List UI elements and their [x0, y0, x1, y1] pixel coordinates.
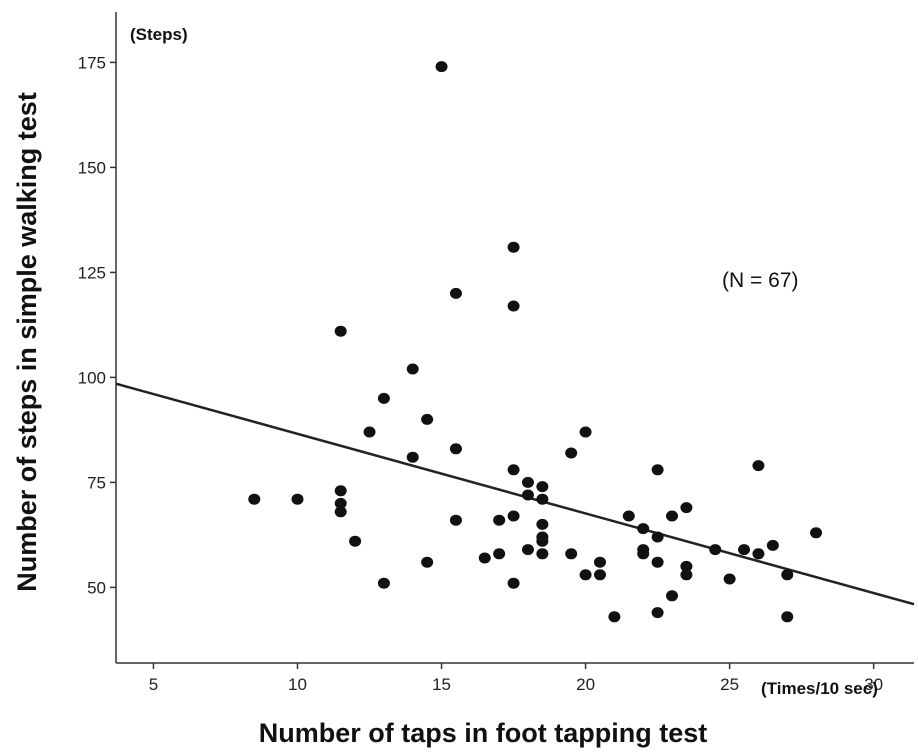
data-point — [593, 569, 606, 581]
data-point — [680, 502, 693, 514]
data-point — [421, 413, 434, 425]
data-point — [752, 460, 765, 472]
x-tick-label: 25 — [720, 675, 739, 694]
data-point — [377, 577, 390, 589]
y-tick-label: 100 — [78, 368, 106, 387]
data-point — [493, 548, 506, 560]
data-point — [709, 544, 722, 556]
data-point — [651, 607, 664, 619]
data-point — [781, 569, 794, 581]
data-point — [507, 577, 520, 589]
data-point — [536, 493, 549, 505]
data-point — [651, 464, 664, 476]
data-point — [349, 535, 362, 547]
x-tick-label: 30 — [864, 675, 883, 694]
data-point — [752, 548, 765, 560]
data-point — [507, 300, 520, 312]
data-point — [651, 531, 664, 543]
x-ticks: 5 10 15 20 25 30 — [149, 663, 883, 694]
data-point — [536, 535, 549, 547]
data-point — [449, 443, 462, 455]
x-unit-label: (Times/10 sec) — [761, 679, 878, 698]
data-point — [738, 544, 751, 556]
data-point — [536, 481, 549, 493]
data-point — [810, 527, 823, 539]
data-point — [608, 611, 621, 623]
data-point — [579, 426, 592, 438]
data-point — [291, 493, 304, 505]
data-point — [766, 539, 779, 551]
data-point — [781, 611, 794, 623]
data-point — [248, 493, 261, 505]
data-point — [536, 548, 549, 560]
y-axis-title: Number of steps in simple walking test — [12, 92, 42, 592]
data-point — [622, 510, 635, 522]
data-point — [521, 544, 534, 556]
data-point — [507, 510, 520, 522]
data-point — [637, 548, 650, 560]
data-point — [334, 506, 347, 518]
data-point — [579, 569, 592, 581]
data-point — [406, 363, 419, 375]
data-point — [421, 556, 434, 568]
data-point — [507, 241, 520, 253]
data-point — [334, 485, 347, 497]
sample-size-annotation: (N = 67) — [722, 269, 798, 292]
data-point — [680, 569, 693, 581]
data-point — [593, 556, 606, 568]
data-point — [493, 514, 506, 526]
data-point — [435, 61, 448, 73]
data-point — [334, 497, 347, 509]
y-tick-label: 50 — [87, 578, 106, 597]
x-tick-label: 15 — [432, 675, 451, 694]
data-point — [536, 518, 549, 530]
data-point — [334, 325, 347, 337]
data-point — [377, 392, 390, 404]
data-point — [637, 523, 650, 535]
y-tick-label: 175 — [78, 53, 106, 72]
data-points — [248, 61, 823, 623]
x-tick-label: 10 — [288, 675, 307, 694]
data-point — [651, 556, 664, 568]
data-point — [507, 464, 520, 476]
data-point — [478, 552, 491, 564]
data-point — [363, 426, 376, 438]
x-axis-title: Number of taps in foot tapping test — [259, 718, 707, 748]
data-point — [666, 590, 679, 602]
y-tick-label: 75 — [87, 473, 106, 492]
data-point — [521, 489, 534, 501]
data-point — [406, 451, 419, 463]
data-point — [565, 548, 578, 560]
x-tick-label: 5 — [149, 675, 158, 694]
y-unit-label: (Steps) — [130, 25, 188, 44]
y-tick-label: 150 — [78, 158, 106, 177]
x-tick-label: 20 — [576, 675, 595, 694]
regression-line — [115, 382, 915, 606]
data-point — [449, 287, 462, 299]
data-point — [521, 476, 534, 488]
data-point — [449, 514, 462, 526]
data-point — [666, 510, 679, 522]
y-tick-label: 125 — [78, 263, 106, 282]
data-point — [723, 573, 736, 585]
plot-area: 50 75 100 125 150 175 5 10 15 20 25 30 — [78, 12, 915, 694]
y-ticks: 50 75 100 125 150 175 — [78, 53, 116, 597]
data-point — [680, 560, 693, 572]
data-point — [565, 447, 578, 459]
